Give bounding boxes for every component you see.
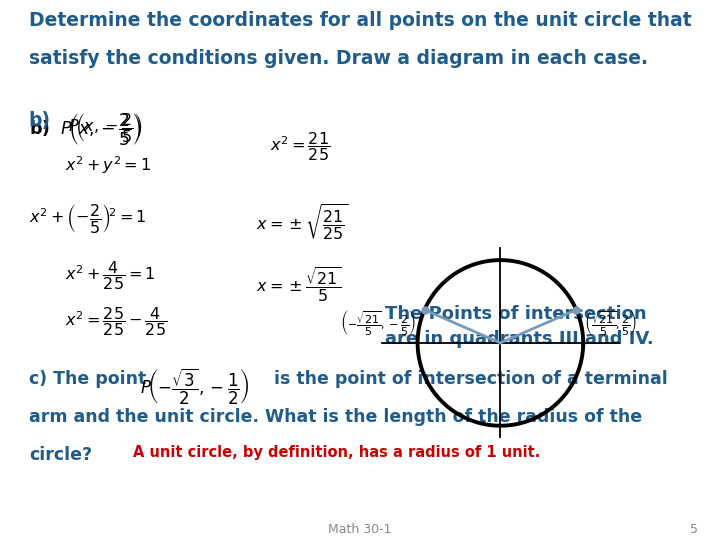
Text: Determine the coordinates for all points on the unit circle that: Determine the coordinates for all points…: [29, 11, 691, 30]
Text: is the point of intersection of a terminal: is the point of intersection of a termin…: [274, 370, 667, 388]
Text: $P\!\left(x,-\dfrac{2}{5}\right)$: $P\!\left(x,-\dfrac{2}{5}\right)$: [68, 111, 143, 144]
Text: A unit circle, by definition, has a radius of 1 unit.: A unit circle, by definition, has a radi…: [133, 446, 541, 461]
Text: arm and the unit circle. What is the length of the radius of the: arm and the unit circle. What is the len…: [29, 408, 642, 426]
Text: satisfy the conditions given. Draw a diagram in each case.: satisfy the conditions given. Draw a dia…: [29, 49, 648, 68]
Text: $x^2 + \dfrac{4}{25} = 1$: $x^2 + \dfrac{4}{25} = 1$: [65, 259, 156, 292]
Text: 5: 5: [690, 523, 698, 536]
Text: Math 30-1: Math 30-1: [328, 523, 392, 536]
Text: $x^2 = \dfrac{25}{25} - \dfrac{4}{25}$: $x^2 = \dfrac{25}{25} - \dfrac{4}{25}$: [65, 305, 167, 338]
Text: $x^2 = \dfrac{21}{25}$: $x^2 = \dfrac{21}{25}$: [270, 130, 330, 163]
Text: $\left(\dfrac{\sqrt{21}}{5}, \dfrac{2}{5}\right)$: $\left(\dfrac{\sqrt{21}}{5}, \dfrac{2}{5…: [585, 308, 637, 337]
Text: c) The point: c) The point: [29, 370, 146, 388]
Text: $\left(-\dfrac{\sqrt{21}}{5}, -\dfrac{2}{5}\right)$: $\left(-\dfrac{\sqrt{21}}{5}, -\dfrac{2}…: [341, 308, 416, 337]
Text: The Points of intersection
are in quadrants III and IV.: The Points of intersection are in quadra…: [385, 305, 654, 348]
Text: $P\!\left(-\dfrac{\sqrt{3}}{2}, -\dfrac{1}{2}\right)$: $P\!\left(-\dfrac{\sqrt{3}}{2}, -\dfrac{…: [140, 367, 250, 407]
Text: b): b): [29, 111, 51, 130]
Text: circle?: circle?: [29, 446, 92, 463]
Text: $x^2 + y^2 = 1$: $x^2 + y^2 = 1$: [65, 154, 150, 176]
Text: $x = \pm\dfrac{\sqrt{21}}{5}$: $x = \pm\dfrac{\sqrt{21}}{5}$: [256, 265, 341, 303]
Text: $x^2 + \left(-\dfrac{2}{5}\right)^{\!2} = 1$: $x^2 + \left(-\dfrac{2}{5}\right)^{\!2} …: [29, 202, 146, 235]
Text: $\mathbf{b)}$  $P\!\left(x,-\dfrac{2}{5}\right)$: $\mathbf{b)}$ $P\!\left(x,-\dfrac{2}{5}\…: [29, 111, 142, 147]
Text: $x = \pm\sqrt{\dfrac{21}{25}}$: $x = \pm\sqrt{\dfrac{21}{25}}$: [256, 202, 348, 242]
